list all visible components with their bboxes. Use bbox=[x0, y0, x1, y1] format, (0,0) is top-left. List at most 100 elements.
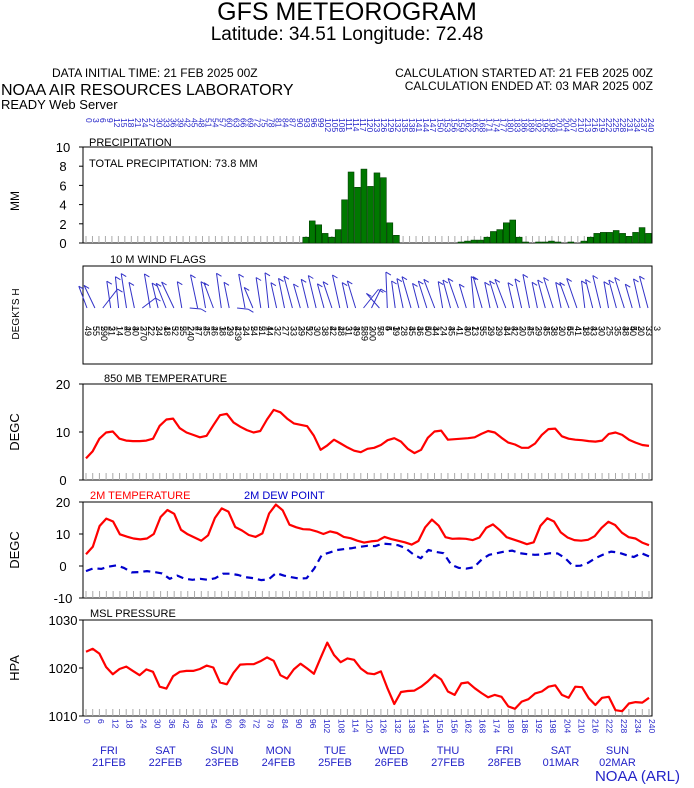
top-hour-label: 81 bbox=[274, 118, 284, 128]
wind-speed-label: 3 bbox=[225, 326, 235, 331]
precip-bar bbox=[328, 236, 335, 244]
wind-flag-barb bbox=[264, 272, 271, 277]
wind-flag-barb bbox=[347, 280, 353, 285]
wind-flag-staff bbox=[243, 287, 254, 309]
date-label: 23FEB bbox=[205, 757, 239, 769]
precip-bar bbox=[586, 236, 594, 244]
precip-bar bbox=[477, 239, 484, 244]
wind-flag-staff bbox=[555, 282, 562, 309]
precip-ytick-label: 2 bbox=[59, 217, 66, 232]
pressure-ytick-label: 1020 bbox=[49, 661, 78, 676]
wind-flag-barb bbox=[317, 283, 323, 288]
wind-flag-barb bbox=[278, 277, 284, 282]
top-hour-label: 15 bbox=[119, 118, 129, 128]
wind-flag-staff bbox=[494, 279, 507, 309]
wind-speed-label: 3 bbox=[170, 326, 180, 331]
top-hour-label: 240 bbox=[646, 118, 656, 132]
precip-ytick-label: 8 bbox=[59, 159, 66, 174]
wind-flag-barb bbox=[308, 275, 314, 279]
wind-flag-staff bbox=[366, 293, 380, 309]
wind-flag-barb bbox=[494, 278, 501, 283]
wind-speed-label: 2 bbox=[605, 326, 615, 331]
top-hour-label: 39 bbox=[175, 118, 185, 128]
wind-speed-label: 2 bbox=[368, 326, 378, 331]
wind-direction-label: 28 bbox=[399, 326, 409, 336]
wind-flag-staff bbox=[489, 280, 499, 309]
top-hour-label: 174 bbox=[491, 118, 501, 132]
wind-direction-label: 5 bbox=[383, 326, 393, 331]
precip-title: PRECIPITATION bbox=[89, 137, 172, 149]
precip-bar bbox=[457, 241, 465, 244]
wind-direction-label: 55 bbox=[91, 326, 101, 336]
wind-flag-staff bbox=[592, 275, 602, 309]
top-hour-label: 114 bbox=[351, 118, 361, 132]
wind-direction-label: 29 bbox=[486, 326, 496, 336]
wind-speed-label: 5 bbox=[257, 326, 267, 331]
top-hour-label: 168 bbox=[477, 118, 487, 132]
wind-flag-barb bbox=[190, 274, 196, 279]
wind-flag-barb bbox=[115, 276, 121, 281]
wind-flag-barb bbox=[401, 276, 408, 281]
precip-bar bbox=[308, 220, 316, 244]
wind-flag-staff bbox=[566, 278, 578, 309]
precip-bar bbox=[541, 241, 549, 244]
wind-direction-label: 29 bbox=[225, 326, 235, 336]
bottom-hour-label: 138 bbox=[407, 719, 417, 733]
lab-name: NOAA AIR RESOURCES LABORATORY bbox=[1, 82, 294, 99]
wind-direction-label: 48 bbox=[162, 326, 172, 336]
wind-flag-barb bbox=[543, 277, 549, 281]
bottom-hour-label: 162 bbox=[463, 719, 473, 733]
wind-flag-barb bbox=[633, 278, 639, 283]
wind-direction-label: 30 bbox=[130, 326, 140, 336]
wind-flag-barb bbox=[531, 281, 538, 286]
t850-title: 850 MB TEMPERATURE bbox=[104, 373, 227, 385]
top-hour-label: 156 bbox=[449, 118, 459, 132]
precip-ytick-label: 4 bbox=[59, 198, 66, 213]
precip-bar bbox=[386, 222, 394, 244]
wind-flag-barb bbox=[155, 297, 161, 302]
wind-direction-label: 32 bbox=[273, 326, 283, 336]
wind-direction-label: 21 bbox=[107, 326, 117, 336]
top-hour-label: 189 bbox=[527, 118, 537, 132]
wind-speed-label: 3 bbox=[502, 326, 512, 331]
wind-direction-label: 39 bbox=[352, 326, 362, 336]
top-hour-label: 219 bbox=[597, 118, 607, 132]
wind-direction-label: 40 bbox=[628, 326, 638, 336]
wind-flag-barb bbox=[437, 281, 444, 286]
top-hour-label: 144 bbox=[421, 118, 431, 132]
wind-flag-staff bbox=[531, 282, 538, 309]
wind-flag-barb bbox=[614, 277, 620, 281]
precip-bar bbox=[625, 236, 633, 244]
dewpoint-line bbox=[85, 542, 650, 582]
bottom-hour-label: 72 bbox=[252, 719, 262, 729]
top-hour-label: 213 bbox=[583, 118, 593, 132]
wind-speed-label: 2 bbox=[281, 326, 291, 331]
wind-title: 10 M WIND FLAGS bbox=[110, 254, 206, 266]
bottom-hour-label: 12 bbox=[110, 719, 120, 729]
precip-ylabel: MM bbox=[8, 191, 22, 211]
wind-speed-label: 4 bbox=[415, 326, 425, 331]
wind-flag-staff bbox=[200, 281, 206, 309]
wind-flag-barb bbox=[144, 273, 150, 278]
wind-direction-label: 35 bbox=[407, 326, 417, 336]
wind-flag-staff bbox=[114, 276, 120, 309]
wind-flag-staff bbox=[203, 282, 214, 309]
server-name: READY Web Server bbox=[1, 97, 118, 112]
bottom-hour-label: 24 bbox=[139, 719, 149, 729]
top-hour-label: 66 bbox=[239, 118, 249, 128]
wind-flag-staff bbox=[639, 276, 649, 309]
precip-bar bbox=[509, 219, 516, 244]
calculation-ended: CALCULATION ENDED AT: 03 MAR 2025 00Z bbox=[404, 79, 653, 93]
bottom-hour-label: 132 bbox=[393, 719, 403, 733]
day-of-week-label: FRI bbox=[496, 745, 514, 757]
wind-flag-barb bbox=[155, 282, 162, 287]
wind-speed-label: 4 bbox=[131, 326, 141, 331]
wind-flag-staff bbox=[346, 280, 357, 309]
wind-flag-barb bbox=[177, 281, 183, 286]
top-hour-label: 105 bbox=[330, 118, 340, 132]
wind-speed-label: 3 bbox=[486, 326, 496, 331]
wind-flag-barb bbox=[322, 281, 329, 286]
top-hour-label: 201 bbox=[555, 118, 565, 132]
t2m-frame bbox=[82, 501, 653, 599]
wind-flag-barb bbox=[378, 289, 384, 293]
